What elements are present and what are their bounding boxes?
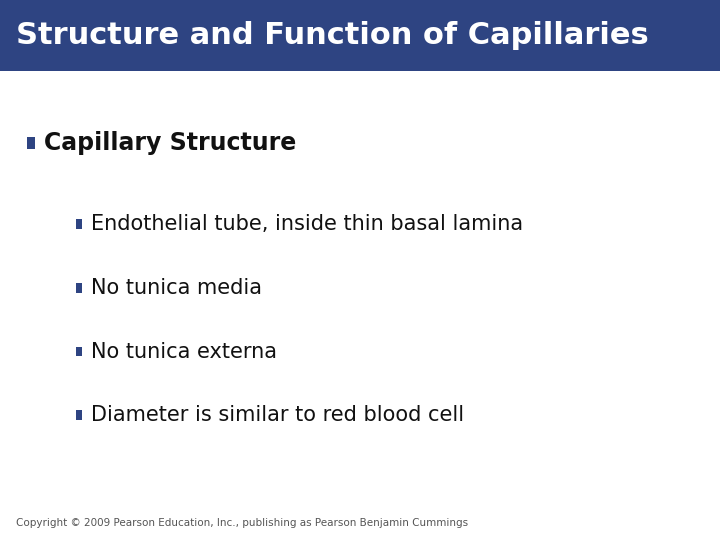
Text: Endothelial tube, inside thin basal lamina: Endothelial tube, inside thin basal lami… xyxy=(91,214,523,234)
Text: Capillary Structure: Capillary Structure xyxy=(44,131,296,155)
Text: No tunica externa: No tunica externa xyxy=(91,341,276,362)
Text: Structure and Function of Capillaries: Structure and Function of Capillaries xyxy=(16,21,649,50)
Bar xyxy=(27,137,35,149)
Text: Diameter is similar to red blood cell: Diameter is similar to red blood cell xyxy=(91,405,464,426)
Bar xyxy=(76,219,82,229)
Text: Copyright © 2009 Pearson Education, Inc., publishing as Pearson Benjamin Cumming: Copyright © 2009 Pearson Education, Inc.… xyxy=(16,518,468,528)
Text: No tunica media: No tunica media xyxy=(91,278,262,298)
Bar xyxy=(76,283,82,293)
Bar xyxy=(76,410,82,420)
Bar xyxy=(0,0,720,71)
Bar xyxy=(76,347,82,356)
